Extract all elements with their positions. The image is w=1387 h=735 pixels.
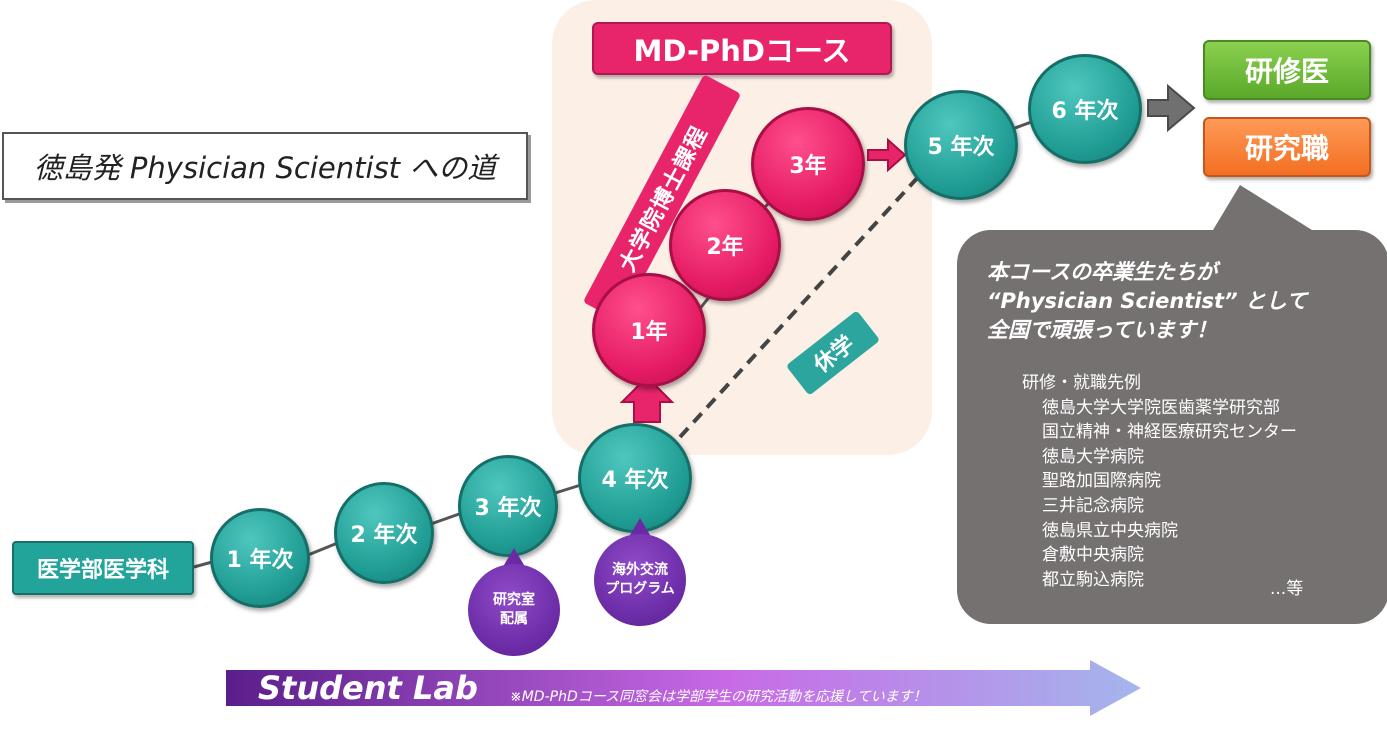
career-list-etc: ...等 (1270, 579, 1304, 599)
student-year-1: 1 年次 (210, 508, 310, 608)
student-lab-note: ※MD-PhDコース同窓会は学部学生の研究活動を応援しています！ (510, 689, 927, 705)
list-item: 倉敷中央病院 (1042, 545, 1144, 566)
bubble-lead-line: 全国で頑張っています！ (987, 318, 1217, 342)
student-lab-title: Student Lab (258, 669, 478, 707)
phd-year-1: 1年 (592, 273, 706, 387)
list-item: 徳島県立中央病院 (1042, 520, 1178, 541)
student-year-3: 3 年次 (458, 455, 558, 557)
bubble-lead: 本コースの卒業生たちが “Physician Scientist” として 全国… (987, 258, 1307, 345)
md-phd-label: MD-PhDコース (592, 22, 892, 75)
line-dept-year1 (193, 560, 213, 569)
student-year-4: 4 年次 (578, 423, 692, 533)
list-item: 都立駒込病院 (1042, 569, 1144, 590)
arrow-up-icon (619, 375, 675, 423)
student-year-5: 5 年次 (904, 90, 1018, 200)
graduates-bubble (957, 230, 1387, 624)
list-item: 徳島大学病院 (1042, 446, 1144, 467)
career-list-title: 研修・就職先例 (1022, 373, 1141, 393)
arrow-right-gray-icon (1147, 83, 1196, 133)
department-label: 医学部医学科 (12, 541, 194, 595)
phd-year-2: 2年 (669, 189, 781, 301)
bubble-tail (1210, 185, 1320, 235)
career-list: 研修・就職先例 徳島大学大学院医歯薬学研究部 国立精神・神経医療研究センター 徳… (1022, 371, 1297, 592)
exchange-program-drop: 海外交流 プログラム (594, 518, 686, 626)
page-title: 徳島発 Physician Scientist への道 (2, 132, 528, 200)
bubble-lead-line: 本コースの卒業生たちが (987, 260, 1217, 284)
list-item: 聖路加国際病院 (1042, 471, 1161, 492)
student-year-2: 2 年次 (334, 482, 434, 584)
exchange-program-text: 海外交流 プログラム (594, 534, 686, 626)
student-lab-arrow (226, 660, 1141, 716)
arrow-right-pink-icon (867, 137, 907, 173)
outcome-researcher: 研究職 (1203, 117, 1371, 177)
bubble-lead-line: “Physician Scientist” として (987, 289, 1308, 313)
student-year-6: 6 年次 (1028, 54, 1142, 164)
list-item: 三井記念病院 (1042, 495, 1144, 516)
list-item: 国立精神・神経医療研究センター (1042, 422, 1297, 443)
phd-year-3: 3年 (751, 107, 865, 221)
list-item: 徳島大学大学院医歯薬学研究部 (1042, 397, 1280, 418)
line-year2-year3 (427, 511, 463, 527)
lab-assignment-text: 研究室 配属 (468, 564, 560, 656)
outcome-resident: 研修医 (1203, 40, 1371, 100)
lab-assignment-drop: 研究室 配属 (468, 548, 560, 656)
